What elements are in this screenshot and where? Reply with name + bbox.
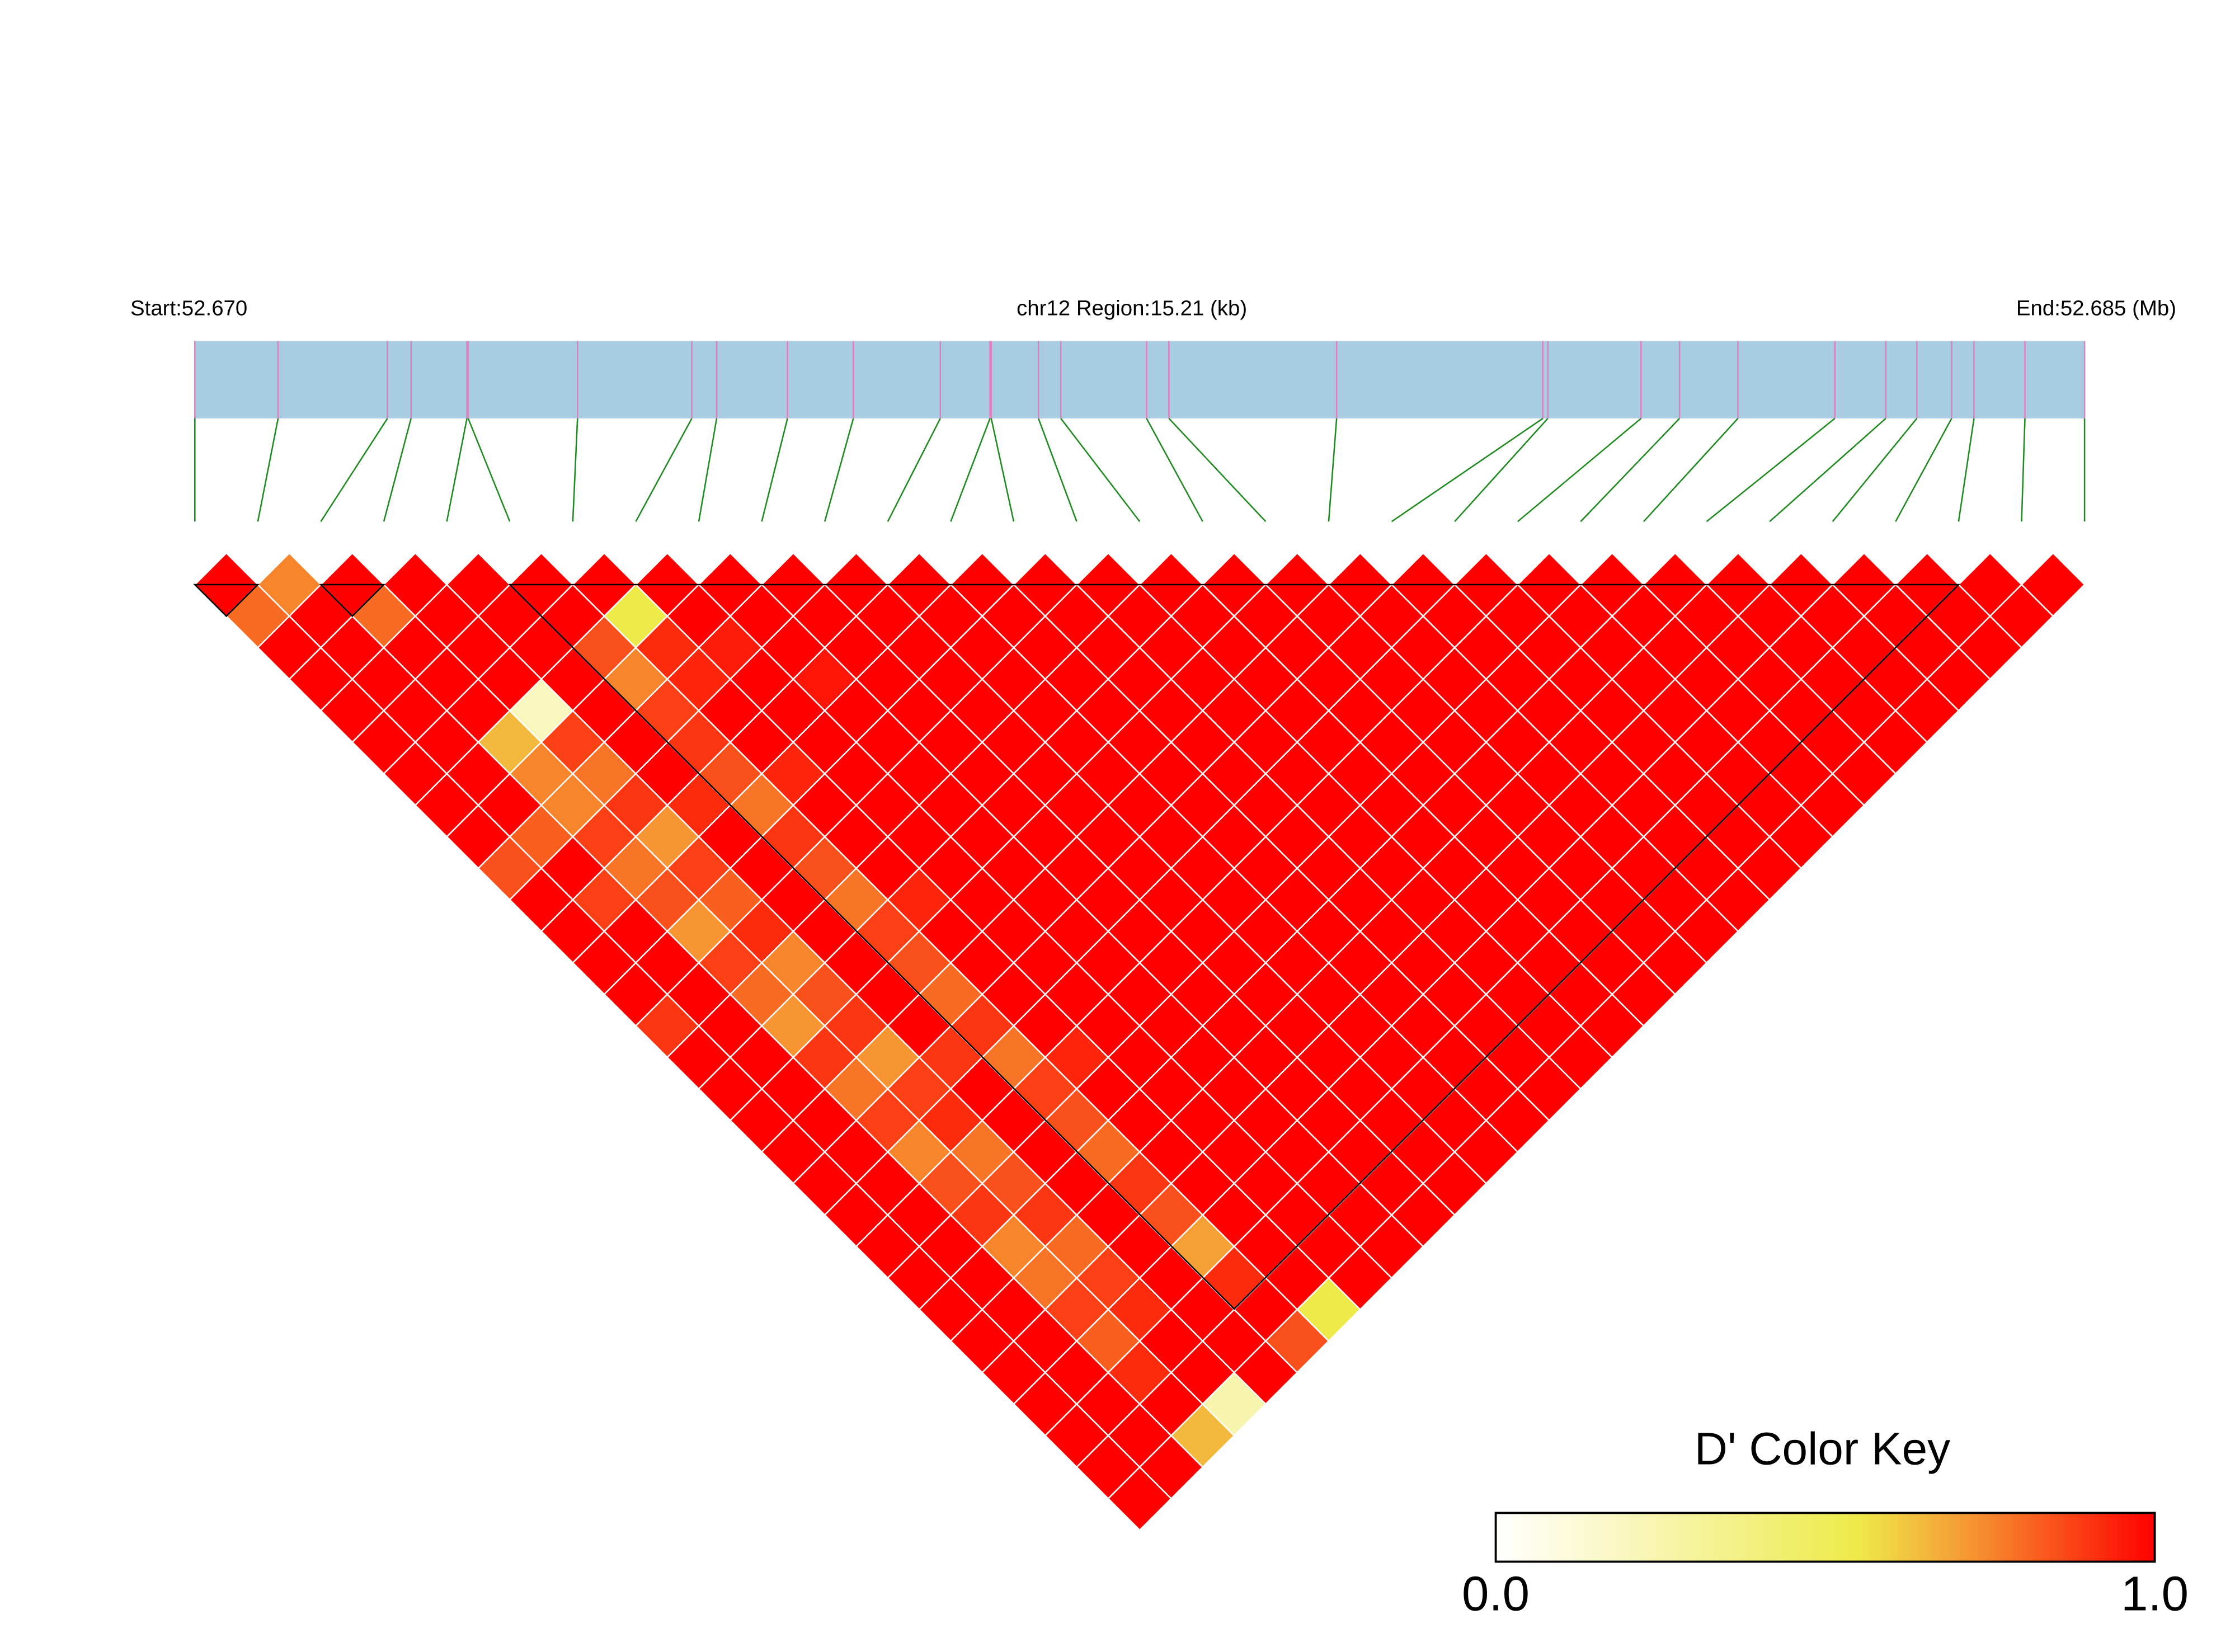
snp-connector xyxy=(1060,418,1141,523)
start-label: Start:52.670 xyxy=(130,296,247,321)
snp-connector xyxy=(1146,418,1203,522)
snp-connector xyxy=(1706,417,1836,523)
snp-connector xyxy=(1580,418,1681,523)
snp-connector xyxy=(1643,418,1739,523)
ld-block xyxy=(193,583,260,618)
snp-connector xyxy=(257,418,279,522)
snp-connector xyxy=(761,418,788,522)
ld-block xyxy=(508,583,1961,1310)
snp-connector xyxy=(446,418,468,522)
snp-connector xyxy=(2021,418,2026,522)
snp-connector xyxy=(467,418,511,522)
color-key-tick-label: 1.0 xyxy=(2121,1567,2189,1621)
color-key-tick-label: 0.0 xyxy=(1462,1567,1530,1621)
snp-connector xyxy=(1517,417,1642,523)
snp-connector xyxy=(1832,418,1918,523)
snp-connector xyxy=(1037,418,1077,522)
color-key-title: D' Color Key xyxy=(1695,1423,1950,1474)
snp-connector xyxy=(383,418,412,522)
snp-connector xyxy=(887,418,941,522)
snp-connector xyxy=(1454,418,1549,523)
snp-connector xyxy=(698,418,718,522)
snp-connector xyxy=(635,418,693,522)
snp-connector xyxy=(1391,417,1544,523)
ld-block xyxy=(319,583,386,618)
region-label: chr12 Region:15.21 (kb) xyxy=(1017,296,1247,321)
snp-connector xyxy=(1769,417,1886,523)
snp-connector xyxy=(1958,418,1975,522)
snp-connector xyxy=(990,418,1015,522)
snp-connector xyxy=(1895,418,1952,522)
snp-connector xyxy=(1168,418,1267,523)
snp-connector xyxy=(950,418,991,522)
region-bar xyxy=(195,341,2085,418)
snp-connector xyxy=(572,418,578,522)
snp-connector xyxy=(320,418,388,523)
snp-connector xyxy=(1328,418,1338,522)
end-label: End:52.685 (Mb) xyxy=(2016,296,2176,321)
snp-connector xyxy=(824,418,854,522)
color-key xyxy=(1494,1512,2156,1563)
ld-cell xyxy=(2020,552,2086,618)
